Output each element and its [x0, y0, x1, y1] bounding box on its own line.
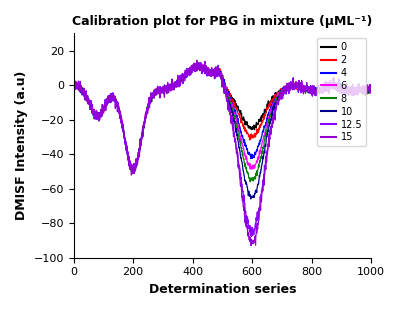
6: [276, 92, 281, 95]
15: [309, 93, 314, 97]
15: [304, 85, 308, 88]
15: [194, 58, 199, 62]
10: [202, 67, 207, 71]
8: [369, 90, 374, 93]
12.5: [195, 60, 200, 64]
Line: 2: 2: [74, 63, 371, 170]
12.5: [276, 103, 281, 107]
6: [194, 62, 199, 66]
Line: 6: 6: [74, 64, 371, 172]
0: [71, 82, 76, 86]
12.5: [249, 234, 254, 238]
0: [192, 65, 196, 68]
8: [276, 96, 281, 100]
2: [276, 91, 281, 95]
0: [369, 88, 374, 91]
10: [248, 197, 253, 201]
10: [102, 106, 106, 109]
2: [192, 67, 196, 70]
6: [130, 170, 135, 174]
Y-axis label: DMISF Intensity (a.u): DMISF Intensity (a.u): [15, 71, 28, 220]
10: [369, 90, 374, 94]
15: [249, 244, 254, 248]
12.5: [309, 85, 314, 89]
6: [102, 104, 106, 108]
4: [194, 63, 198, 66]
2: [194, 62, 199, 65]
6: [309, 90, 314, 93]
0: [102, 106, 106, 110]
10: [192, 67, 196, 71]
12.5: [192, 64, 196, 68]
8: [202, 67, 207, 70]
10: [304, 88, 308, 92]
2: [304, 87, 308, 91]
2: [203, 67, 208, 70]
Line: 15: 15: [74, 60, 371, 246]
4: [309, 88, 314, 91]
2: [71, 81, 76, 85]
0: [130, 169, 135, 173]
4: [71, 84, 76, 88]
6: [71, 86, 76, 90]
8: [304, 87, 308, 91]
4: [304, 88, 308, 92]
0: [196, 61, 201, 65]
2: [369, 90, 374, 93]
Title: Calibration plot for PBG in mixture (μML⁻¹): Calibration plot for PBG in mixture (μML…: [72, 15, 372, 28]
4: [369, 89, 374, 92]
4: [102, 107, 106, 111]
Line: 8: 8: [74, 64, 371, 182]
0: [304, 89, 308, 93]
12.5: [304, 87, 308, 91]
Line: 0: 0: [74, 63, 371, 171]
15: [102, 106, 106, 109]
12.5: [102, 109, 106, 113]
6: [192, 69, 196, 73]
10: [276, 98, 281, 101]
Line: 10: 10: [74, 65, 371, 199]
8: [192, 66, 196, 70]
6: [369, 88, 374, 92]
8: [102, 104, 106, 108]
Line: 4: 4: [74, 64, 371, 171]
6: [304, 88, 308, 91]
10: [71, 84, 76, 88]
10: [197, 63, 202, 67]
15: [369, 83, 374, 87]
8: [196, 63, 201, 66]
2: [129, 168, 134, 172]
12.5: [369, 87, 374, 91]
4: [276, 92, 281, 95]
8: [309, 87, 314, 91]
Line: 12.5: 12.5: [74, 62, 371, 236]
6: [203, 67, 208, 71]
0: [309, 88, 314, 92]
12.5: [71, 86, 76, 90]
4: [132, 169, 136, 173]
0: [203, 70, 208, 73]
2: [309, 88, 314, 92]
15: [202, 59, 207, 63]
15: [192, 67, 196, 71]
4: [192, 64, 196, 67]
X-axis label: Determination series: Determination series: [148, 283, 296, 296]
8: [248, 180, 252, 184]
10: [309, 89, 314, 93]
8: [71, 85, 76, 88]
15: [276, 100, 281, 104]
Legend: 0, 2, 4, 6, 8, 10, 12.5, 15: 0, 2, 4, 6, 8, 10, 12.5, 15: [317, 38, 366, 146]
12.5: [202, 67, 207, 71]
15: [71, 81, 76, 85]
4: [203, 69, 208, 72]
2: [102, 103, 106, 107]
0: [276, 90, 281, 93]
